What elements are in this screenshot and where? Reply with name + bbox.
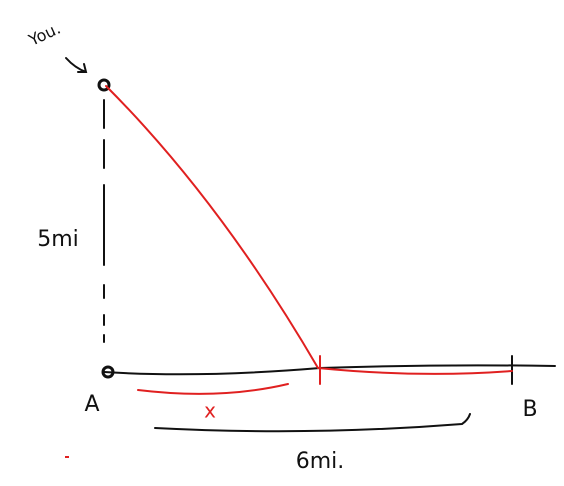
start-point <box>97 78 111 92</box>
distance-brace <box>154 413 471 433</box>
point-a-label: A <box>84 392 99 417</box>
point-b-label: B <box>522 397 537 422</box>
point-a <box>101 365 115 379</box>
x-label: x <box>204 399 216 423</box>
red-path <box>105 85 513 375</box>
horizontal-distance-label: 6mi. <box>296 449 345 474</box>
vertical-distance-label: 5mi <box>37 227 79 252</box>
x-brace <box>137 383 289 395</box>
arrow <box>65 57 88 73</box>
